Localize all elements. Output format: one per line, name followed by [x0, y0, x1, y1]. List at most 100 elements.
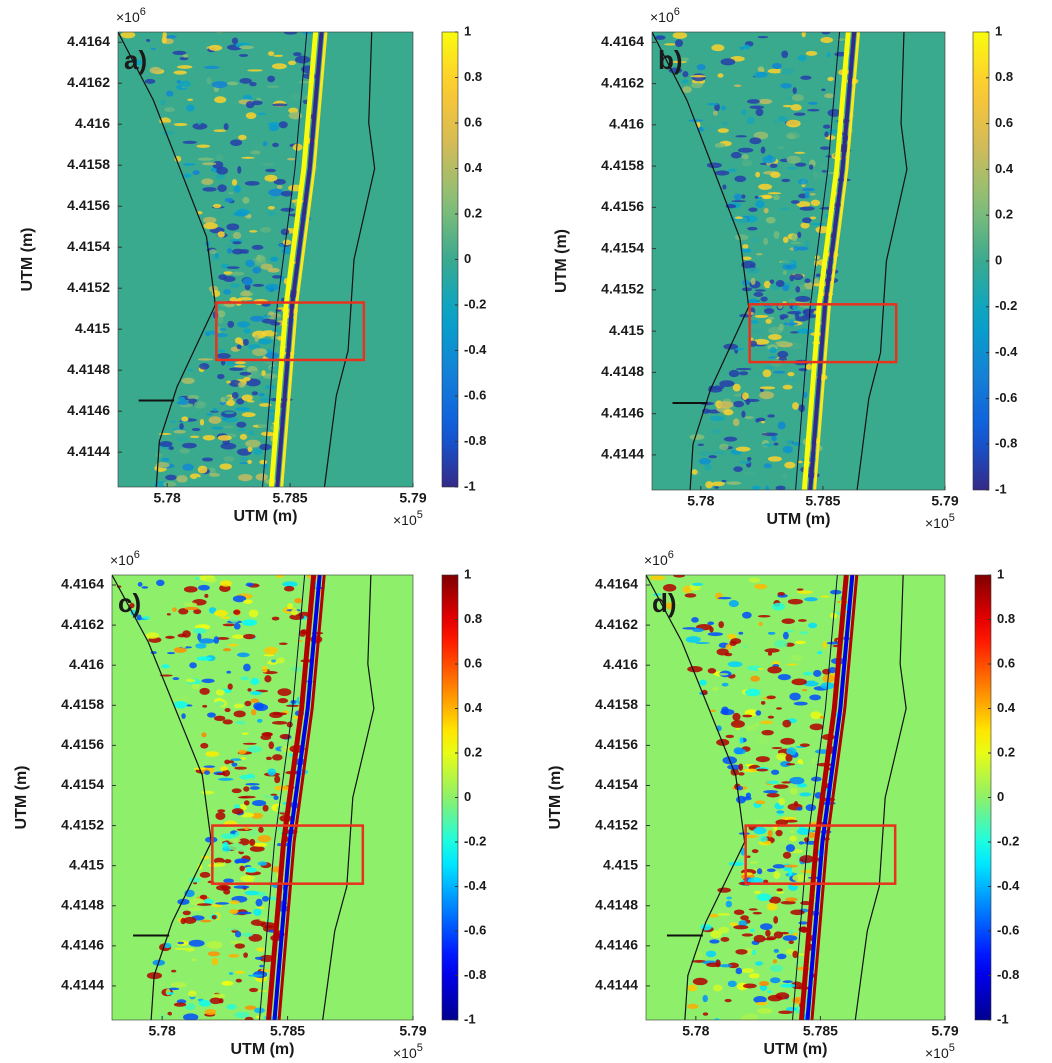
texture: [723, 409, 734, 416]
texture: [200, 742, 209, 749]
x-tick-label: 5.785: [273, 490, 308, 506]
texture: [244, 1005, 257, 1010]
texture: [231, 37, 239, 45]
texture: [215, 32, 224, 34]
texture: [235, 407, 251, 412]
texture: [755, 108, 764, 117]
texture: [775, 819, 789, 826]
y-tick-label: 4.4156: [601, 198, 644, 214]
texture: [229, 908, 239, 915]
texture: [743, 1013, 759, 1020]
texture: [248, 434, 254, 440]
texture: [208, 740, 219, 747]
texture: [747, 99, 760, 104]
texture: [258, 826, 264, 833]
x-axis-label: UTM (m): [767, 511, 831, 528]
texture: [801, 32, 806, 38]
texture: [129, 602, 135, 609]
texture: [733, 909, 745, 915]
texture: [166, 90, 174, 97]
texture: [233, 365, 246, 368]
y-tick-label: 4.4154: [595, 776, 638, 792]
texture: [264, 646, 278, 655]
texture: [792, 874, 808, 882]
texture: [684, 593, 697, 598]
colorbar-tick-label: 1: [995, 23, 1002, 38]
texture: [256, 655, 265, 663]
texture: [808, 193, 816, 196]
texture: [790, 241, 802, 245]
texture: [802, 217, 812, 224]
shore-band: [280, 32, 328, 487]
texture: [778, 797, 785, 806]
texture: [735, 367, 752, 371]
colorbar-tick-label: 0: [995, 252, 1002, 267]
texture: [749, 861, 759, 864]
y-tick-label: 4.4148: [67, 361, 110, 377]
texture: [836, 178, 851, 182]
texture: [208, 607, 217, 614]
texture: [717, 673, 729, 676]
texture: [267, 267, 280, 273]
texture: [751, 485, 761, 490]
texture: [769, 347, 777, 354]
texture: [299, 629, 306, 637]
texture: [249, 81, 257, 87]
texture: [755, 200, 765, 209]
y-tick-label: 4.416: [75, 115, 110, 131]
texture: [691, 582, 704, 586]
texture: [727, 661, 743, 668]
texture: [755, 71, 768, 78]
texture: [166, 613, 171, 616]
texture: [808, 622, 818, 629]
texture: [741, 410, 746, 418]
texture: [242, 196, 250, 204]
y-tick-label: 4.4164: [601, 33, 644, 49]
texture: [786, 133, 796, 140]
texture: [163, 942, 172, 949]
texture: [822, 641, 828, 649]
texture: [738, 631, 744, 635]
texture: [812, 249, 820, 252]
texture: [790, 104, 802, 111]
texture: [750, 675, 760, 682]
y-tick-label: 4.4148: [61, 896, 104, 912]
texture: [767, 192, 782, 195]
texture: [748, 577, 761, 583]
y-tick-label: 4.4162: [61, 616, 104, 632]
texture: [757, 614, 771, 618]
texture: [233, 185, 241, 193]
texture: [234, 337, 243, 344]
texture: [146, 39, 151, 42]
texture: [787, 371, 795, 377]
texture: [797, 460, 803, 464]
texture: [245, 582, 254, 587]
colorbar-tick-label: -0.4: [997, 878, 1020, 893]
texture: [297, 47, 310, 53]
y-tick-label: 4.416: [609, 116, 644, 132]
texture: [223, 275, 236, 282]
texture: [173, 70, 187, 75]
x-tick-label: 5.79: [399, 1023, 426, 1039]
texture: [228, 953, 240, 958]
texture: [199, 871, 211, 878]
texture: [240, 676, 249, 681]
texture: [120, 32, 136, 39]
texture: [187, 907, 203, 912]
shore-band: [813, 32, 861, 490]
texture: [247, 344, 261, 350]
texture: [228, 972, 234, 975]
panel: a) 4.4144 4.4146 4.4148 4.415 4.4152 4.4154 4.4…: [19, 6, 487, 528]
texture: [238, 53, 249, 57]
texture: [782, 104, 793, 108]
texture: [790, 830, 795, 834]
texture: [791, 94, 804, 102]
texture: [785, 897, 798, 902]
texture: [252, 799, 267, 807]
texture: [702, 125, 717, 131]
texture: [259, 459, 268, 465]
texture: [807, 832, 816, 839]
texture: [743, 44, 751, 50]
texture: [182, 463, 194, 471]
texture: [249, 838, 256, 846]
